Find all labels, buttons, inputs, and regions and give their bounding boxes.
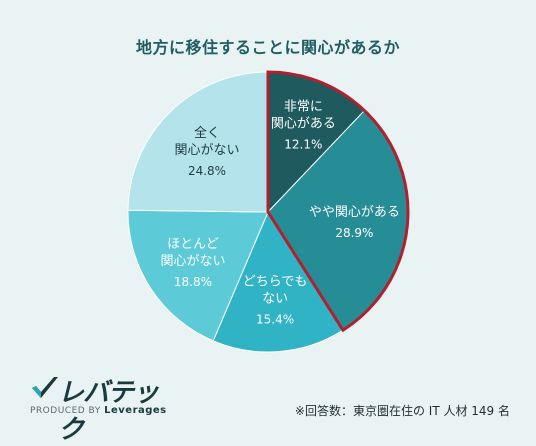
pie-slice-3 (212, 210, 344, 353)
checkmark-logo-icon (32, 377, 58, 398)
slice-value-3: 15.4% (256, 313, 294, 327)
pie-slice-4 (127, 209, 269, 342)
slice-label-5: 全く (194, 125, 220, 141)
slice-label-1: 関心がある (271, 117, 336, 132)
slice-value-2: 28.9% (335, 226, 373, 240)
logo-name: レバテック (58, 378, 159, 445)
logo-produced-by: PRODUCED BY Leverages (30, 405, 167, 416)
respondents-footnote: ※回答数：東京圏在住の IT 人材 149 名 (294, 404, 510, 418)
chart-title: 地方に移住することに関心があるか (135, 38, 400, 57)
slice-label-1: 非常に (284, 100, 323, 115)
slice-label-5: 関心がない (175, 143, 240, 158)
slice-label-3: ない (262, 292, 288, 307)
slice-label-4: 関心がない (160, 254, 225, 269)
slice-label-2: やや関心がある (309, 205, 400, 220)
slice-value-5: 24.8% (188, 164, 226, 178)
slice-value-1: 12.1% (284, 138, 322, 152)
produced-by-label: PRODUCED BY (30, 406, 101, 416)
pie-slice-5 (127, 71, 269, 213)
interest-highlight-outline (266, 70, 410, 333)
slice-label-4: ほとんど (167, 237, 219, 252)
slice-value-4: 18.8% (174, 275, 212, 289)
levertech-logo: レバテック PRODUCED BY Leverages (30, 372, 180, 445)
logo-brand: Leverages (104, 405, 167, 416)
slice-label-3: どちらでも (243, 275, 308, 290)
